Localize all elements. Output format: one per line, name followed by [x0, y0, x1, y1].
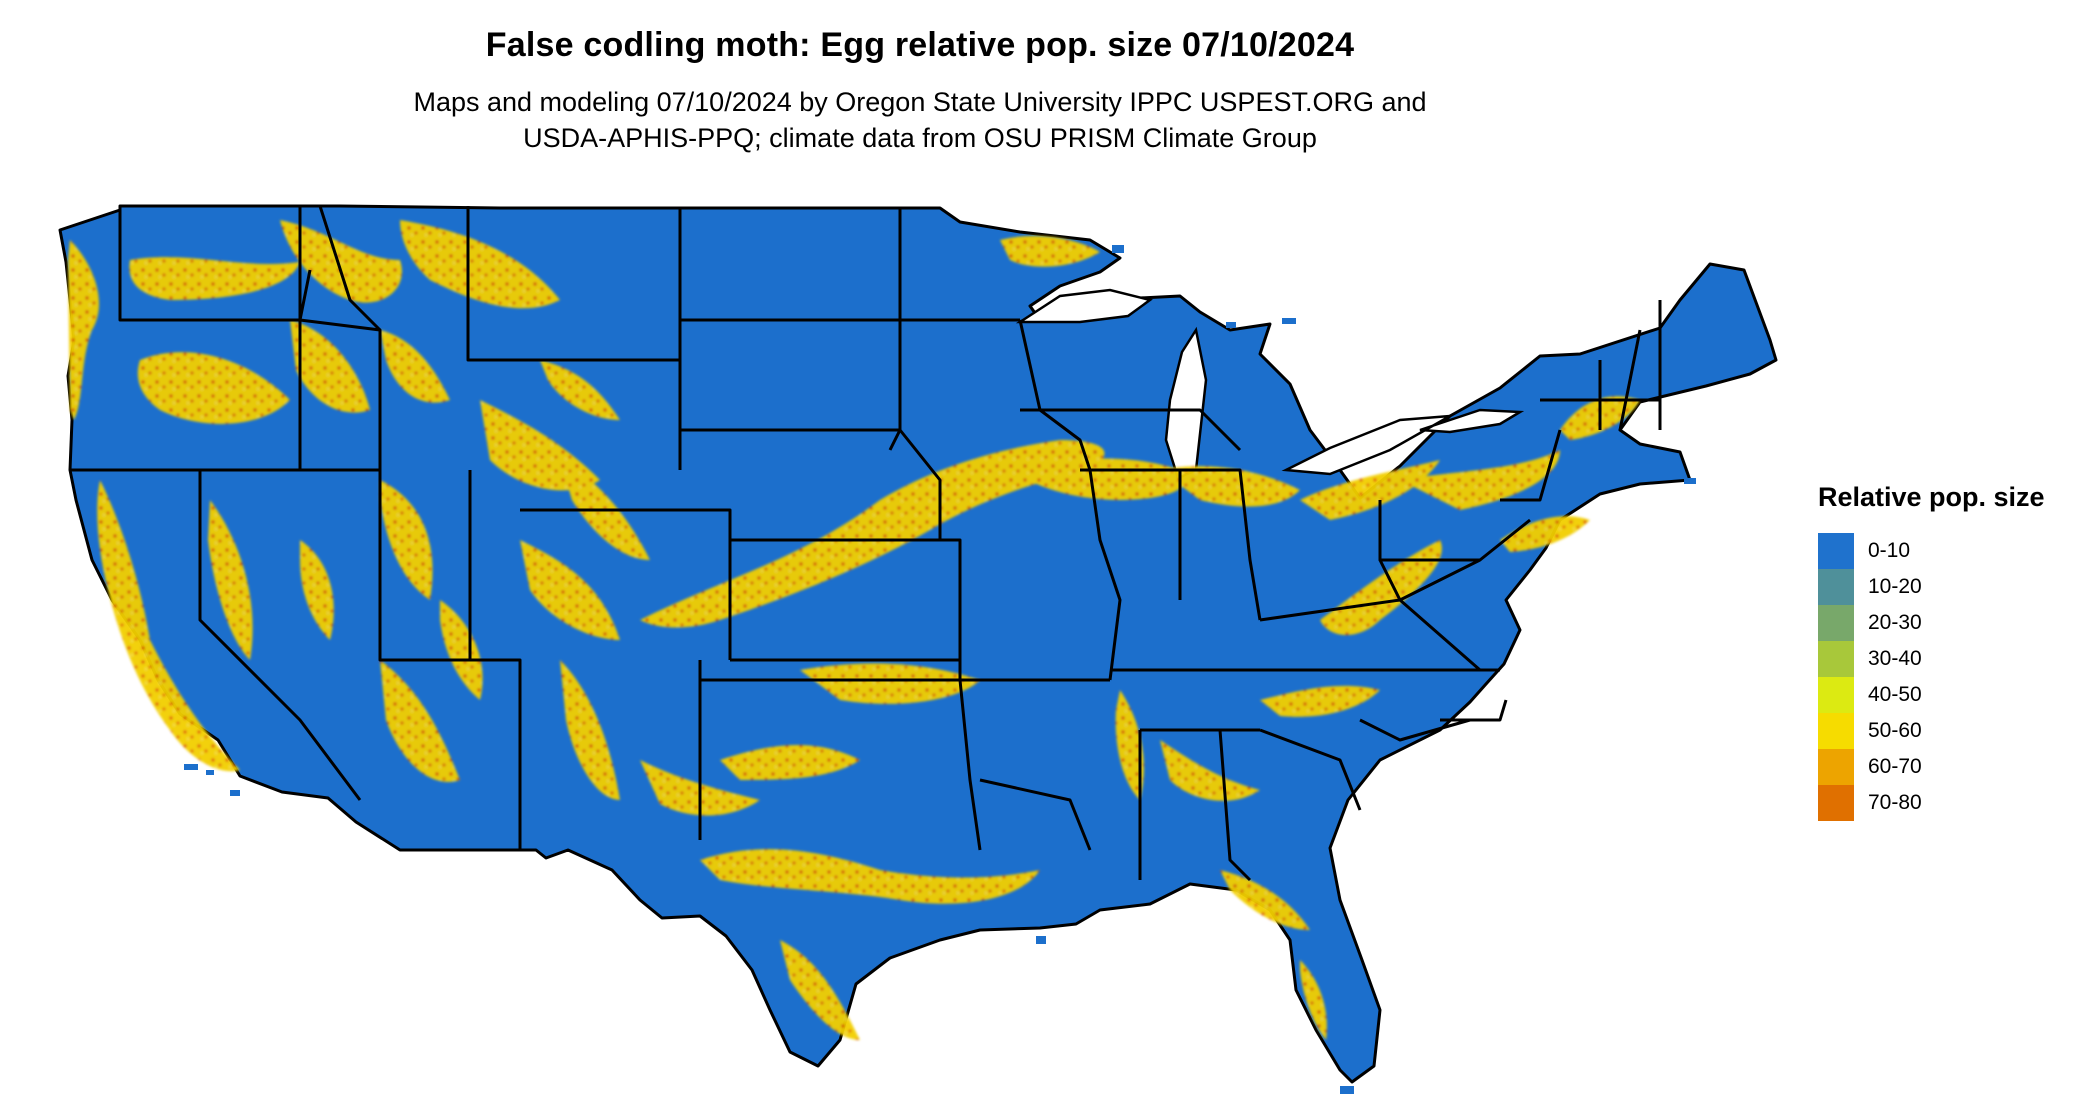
suitability-overlay [68, 220, 1640, 1040]
legend-title: Relative pop. size [1818, 482, 2045, 512]
legend-label: 70-80 [1868, 791, 1922, 814]
legend-label: 0-10 [1868, 539, 1911, 562]
legend-label: 20-30 [1868, 611, 1922, 634]
us-map [58, 204, 1778, 1094]
legend-swatch [1818, 605, 1854, 641]
legend-label: 50-60 [1868, 719, 1922, 742]
legend-item: 50-60 [1818, 713, 2088, 749]
legend-swatch [1818, 677, 1854, 713]
legend-swatch [1818, 641, 1854, 677]
legend-item: 10-20 [1818, 569, 2088, 605]
us-map-svg [58, 204, 1778, 1094]
legend-item: 30-40 [1818, 641, 2088, 677]
legend-items: 0-10 10-20 20-30 30-40 40-50 50-60 60-70 70-80 [1818, 533, 2088, 821]
legend-swatch [1818, 785, 1854, 821]
state-boundaries [70, 205, 1662, 882]
legend-label: 60-70 [1868, 755, 1922, 778]
map-subtitle-line-1: Maps and modeling 07/10/2024 by Oregon S… [413, 87, 1427, 117]
legend-item: 40-50 [1818, 677, 2088, 713]
legend-item: 20-30 [1818, 605, 2088, 641]
legend-swatch [1818, 713, 1854, 749]
map-legend: Relative pop. size 0-10 10-20 20-30 30-40 40… [1818, 482, 2088, 821]
legend-label: 30-40 [1868, 647, 1922, 670]
legend-swatch [1818, 533, 1854, 569]
legend-item: 70-80 [1818, 785, 2088, 821]
legend-label: 40-50 [1868, 683, 1922, 706]
legend-item: 0-10 [1818, 533, 2088, 569]
coastal-islands [184, 245, 1696, 1094]
map-subtitle-line-2: USDA-APHIS-PPQ; climate data from OSU PR… [523, 123, 1317, 153]
legend-item: 60-70 [1818, 749, 2088, 785]
legend-label: 10-20 [1868, 575, 1922, 598]
map-title: False codling moth: Egg relative pop. si… [485, 26, 1355, 64]
legend-swatch [1818, 569, 1854, 605]
legend-swatch [1818, 749, 1854, 785]
